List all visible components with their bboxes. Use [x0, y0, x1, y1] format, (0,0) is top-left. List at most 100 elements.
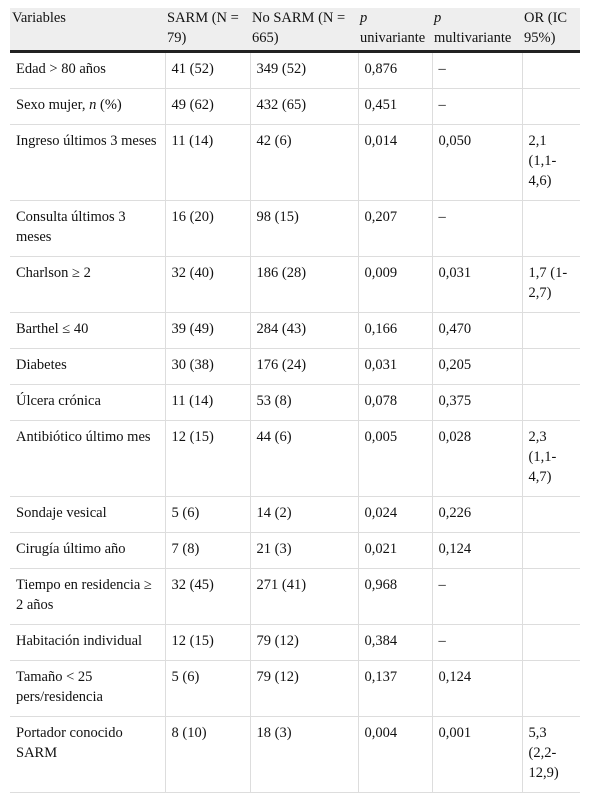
value-cell: 0,021	[357, 532, 433, 569]
variable-cell: Sexo mujer, n (%)	[10, 88, 166, 125]
value-cell: 53 (8)	[249, 384, 359, 421]
value-cell: –	[431, 88, 523, 125]
value-cell: 16 (20)	[164, 200, 251, 257]
value-cell: 14 (2)	[249, 496, 359, 533]
value-cell: 2,3 (1,1-4,7)	[521, 420, 580, 497]
value-cell	[521, 624, 580, 661]
page: Variables SARM (N = 79) No SARM (N = 665) p…	[10, 8, 580, 793]
value-cell: 0,166	[357, 312, 433, 349]
value-cell: 32 (45)	[164, 568, 251, 625]
value-cell: 5,3 (2,2-12,9)	[521, 716, 580, 793]
value-cell	[521, 568, 580, 625]
value-cell: 11 (14)	[164, 384, 251, 421]
value-cell: 0,470	[431, 312, 523, 349]
table-row: Cirugía último año 7 (8) 21 (3) 0,021 0,124	[10, 532, 580, 569]
value-cell: 0,451	[357, 88, 433, 125]
value-cell: 0,205	[431, 348, 523, 385]
variable-cell: Tiempo en residencia ≥ 2 años	[10, 568, 166, 625]
value-cell: 0,028	[431, 420, 523, 497]
value-cell	[521, 200, 580, 257]
value-cell: 0,384	[357, 624, 433, 661]
value-cell: –	[431, 200, 523, 257]
value-cell: 176 (24)	[249, 348, 359, 385]
table-row: Barthel ≤ 40 39 (49) 284 (43) 0,166 0,470	[10, 312, 580, 349]
variable-cell: Sondaje vesical	[10, 496, 166, 533]
italic-segment: p	[434, 10, 442, 26]
table-row: Úlcera crónica 11 (14) 53 (8) 0,078 0,375	[10, 384, 580, 421]
value-cell: 0,024	[357, 496, 433, 533]
value-cell: 1,7 (1-2,7)	[521, 256, 580, 313]
value-cell: 30 (38)	[164, 348, 251, 385]
table-row: Ingreso últimos 3 meses 11 (14) 42 (6) 0,01…	[10, 124, 580, 201]
value-cell: 0,005	[357, 420, 433, 497]
value-cell: 21 (3)	[249, 532, 359, 569]
value-cell: 0,031	[357, 348, 433, 385]
table-row: Tamaño < 25 pers/residencia 5 (6) 79 (12) 0…	[10, 660, 580, 717]
table-row: Portador conocido SARM 8 (10) 18 (3) 0,004 0…	[10, 716, 580, 793]
variable-cell: Charlson ≥ 2	[10, 256, 166, 313]
value-cell: –	[431, 624, 523, 661]
value-cell	[521, 384, 580, 421]
value-cell: 271 (41)	[249, 568, 359, 625]
value-cell	[521, 496, 580, 533]
value-cell: 5 (6)	[164, 496, 251, 533]
value-cell: 5 (6)	[164, 660, 251, 717]
value-cell: 2,1 (1,1-4,6)	[521, 124, 580, 201]
value-cell: –	[431, 51, 523, 89]
table-row: Sondaje vesical 5 (6) 14 (2) 0,024 0,226	[10, 496, 580, 533]
table-row: Habitación individual 12 (15) 79 (12) 0,384…	[10, 624, 580, 661]
value-cell: 0,124	[431, 532, 523, 569]
value-cell: –	[431, 568, 523, 625]
value-cell: 44 (6)	[249, 420, 359, 497]
variable-cell: Portador conocido SARM	[10, 716, 166, 793]
variable-cell: Edad > 80 años	[10, 51, 166, 89]
value-cell: 79 (12)	[249, 624, 359, 661]
value-cell	[521, 51, 580, 89]
table-row: Antibiótico último mes 12 (15) 44 (6) 0,005…	[10, 420, 580, 497]
value-cell: 0,226	[431, 496, 523, 533]
text-segment: multivariante	[434, 30, 512, 46]
header-cell: SARM (N = 79)	[165, 8, 250, 53]
header-cell: No SARM (N = 665)	[250, 8, 358, 53]
header-cell: p univariante	[358, 8, 432, 53]
value-cell: 0,078	[357, 384, 433, 421]
variable-cell: Diabetes	[10, 348, 166, 385]
header-cell: Variables	[10, 8, 165, 53]
value-cell: 12 (15)	[164, 624, 251, 661]
value-cell	[521, 312, 580, 349]
value-cell	[521, 660, 580, 717]
value-cell: 0,050	[431, 124, 523, 201]
table-row: Edad > 80 años 41 (52) 349 (52) 0,876–	[10, 51, 580, 89]
value-cell: 98 (15)	[249, 200, 359, 257]
value-cell: 0,004	[357, 716, 433, 793]
text-segment: Sexo mujer,	[16, 97, 86, 113]
value-cell: 0,001	[431, 716, 523, 793]
variable-cell: Antibiótico último mes	[10, 420, 166, 497]
value-cell: 0,009	[357, 256, 433, 313]
value-cell: 349 (52)	[249, 51, 359, 89]
variable-cell: Barthel ≤ 40	[10, 312, 166, 349]
italic-segment: p	[360, 10, 368, 26]
value-cell: 8 (10)	[164, 716, 251, 793]
italic-segment: n	[89, 97, 97, 113]
value-cell: 7 (8)	[164, 532, 251, 569]
value-cell: 0,375	[431, 384, 523, 421]
table-row: Tiempo en residencia ≥ 2 años 32 (45) 271 …	[10, 568, 580, 625]
value-cell: 49 (62)	[164, 88, 251, 125]
value-cell: 32 (40)	[164, 256, 251, 313]
value-cell: 0,031	[431, 256, 523, 313]
table-row: Sexo mujer, n (%) 49 (62) 432 (65) 0,451–	[10, 88, 580, 125]
variable-cell: Cirugía último año	[10, 532, 166, 569]
table-row: Diabetes 30 (38) 176 (24) 0,031 0,205	[10, 348, 580, 385]
value-cell: 0,876	[357, 51, 433, 89]
value-cell	[521, 348, 580, 385]
value-cell: 186 (28)	[249, 256, 359, 313]
variable-cell: Úlcera crónica	[10, 384, 166, 421]
text-segment: (%)	[100, 97, 122, 113]
header-cell: p multivariante	[432, 8, 522, 53]
value-cell: 432 (65)	[249, 88, 359, 125]
results-table: Variables SARM (N = 79) No SARM (N = 665) p…	[10, 8, 580, 793]
value-cell: 284 (43)	[249, 312, 359, 349]
value-cell	[521, 532, 580, 569]
value-cell: 0,968	[357, 568, 433, 625]
